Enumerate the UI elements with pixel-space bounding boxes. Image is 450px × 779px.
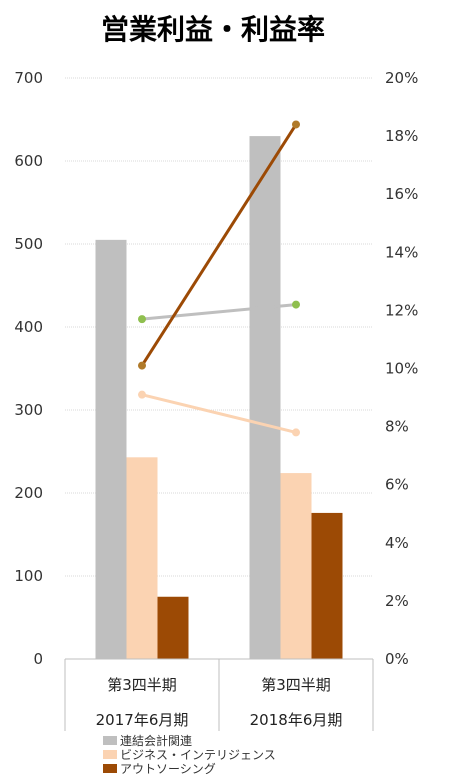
left-tick-label: 600 bbox=[14, 152, 43, 170]
rate-marker bbox=[292, 428, 300, 437]
right-tick-label: 8% bbox=[385, 418, 409, 436]
category-label-quarter: 第3四半期 bbox=[107, 676, 177, 694]
right-tick-label: 18% bbox=[385, 127, 418, 145]
right-tick-label: 14% bbox=[385, 243, 418, 261]
left-tick-label: 700 bbox=[14, 69, 43, 87]
left-tick-label: 300 bbox=[14, 401, 43, 419]
chart-title: 営業利益・利益率 bbox=[101, 13, 325, 46]
right-tick-label: 12% bbox=[385, 301, 418, 319]
right-tick-label: 0% bbox=[385, 650, 409, 668]
legend-swatch bbox=[103, 764, 117, 773]
rate-line bbox=[141, 303, 297, 321]
category-label-quarter: 第3四半期 bbox=[261, 676, 331, 694]
right-tick-label: 10% bbox=[385, 360, 418, 378]
legend-label: 連結会計関連 bbox=[120, 733, 192, 748]
right-tick-label: 6% bbox=[385, 476, 409, 494]
bars bbox=[95, 136, 343, 660]
right-axis: 0% 2% 4% 6% 8% 10% 12% 14% 16% 18% 20% bbox=[385, 69, 418, 668]
rate-marker bbox=[138, 390, 146, 399]
bar bbox=[157, 596, 189, 659]
rate-marker bbox=[138, 315, 146, 324]
category-label-period: 2017年6月期 bbox=[96, 711, 189, 729]
legend-swatch bbox=[103, 736, 117, 745]
rate-line bbox=[141, 393, 297, 434]
left-tick-label: 100 bbox=[14, 567, 43, 585]
rate-lines bbox=[138, 120, 300, 437]
legend-label: ビジネス・インテリジェンス bbox=[120, 748, 276, 762]
bar bbox=[311, 512, 343, 659]
legend-label: アウトソーシング bbox=[120, 762, 216, 776]
legend-swatch bbox=[103, 750, 117, 759]
bar bbox=[126, 457, 158, 659]
right-tick-label: 2% bbox=[385, 592, 409, 610]
right-tick-label: 4% bbox=[385, 534, 409, 552]
left-tick-label: 500 bbox=[14, 235, 43, 253]
right-tick-label: 16% bbox=[385, 185, 418, 203]
rate-marker bbox=[292, 300, 300, 309]
rate-marker bbox=[138, 361, 146, 370]
bar bbox=[249, 136, 281, 660]
left-tick-label: 200 bbox=[14, 484, 43, 502]
category-label-period: 2018年6月期 bbox=[250, 711, 343, 729]
bar bbox=[280, 473, 312, 659]
rate-line bbox=[140, 123, 298, 367]
left-tick-label: 0 bbox=[33, 650, 43, 668]
right-tick-label: 20% bbox=[385, 69, 418, 87]
bar bbox=[95, 239, 127, 659]
left-tick-label: 400 bbox=[14, 318, 43, 336]
left-axis: 0 100 200 300 400 500 600 700 bbox=[14, 69, 43, 668]
rate-marker bbox=[292, 120, 300, 129]
